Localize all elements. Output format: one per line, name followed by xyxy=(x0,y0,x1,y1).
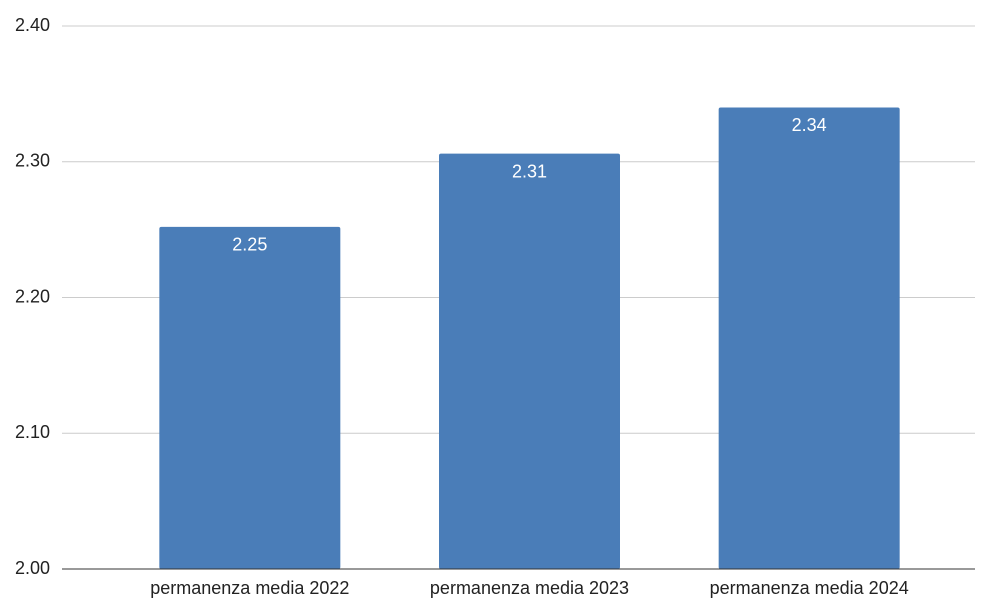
value-label: 2.31 xyxy=(512,161,547,181)
x-tick-label: permanenza media 2024 xyxy=(710,578,909,598)
y-tick-label: 2.40 xyxy=(15,15,50,35)
y-tick-label: 2.30 xyxy=(15,151,50,171)
x-tick-label: permanenza media 2023 xyxy=(430,578,629,598)
value-label: 2.34 xyxy=(792,115,827,135)
bar xyxy=(159,226,341,569)
y-tick-label: 2.10 xyxy=(15,422,50,442)
y-tick-label: 2.00 xyxy=(15,558,50,578)
y-tick-label: 2.20 xyxy=(15,286,50,306)
bar xyxy=(439,153,620,570)
value-label: 2.25 xyxy=(232,235,267,255)
x-tick-label: permanenza media 2022 xyxy=(150,578,349,598)
bar xyxy=(718,107,900,569)
